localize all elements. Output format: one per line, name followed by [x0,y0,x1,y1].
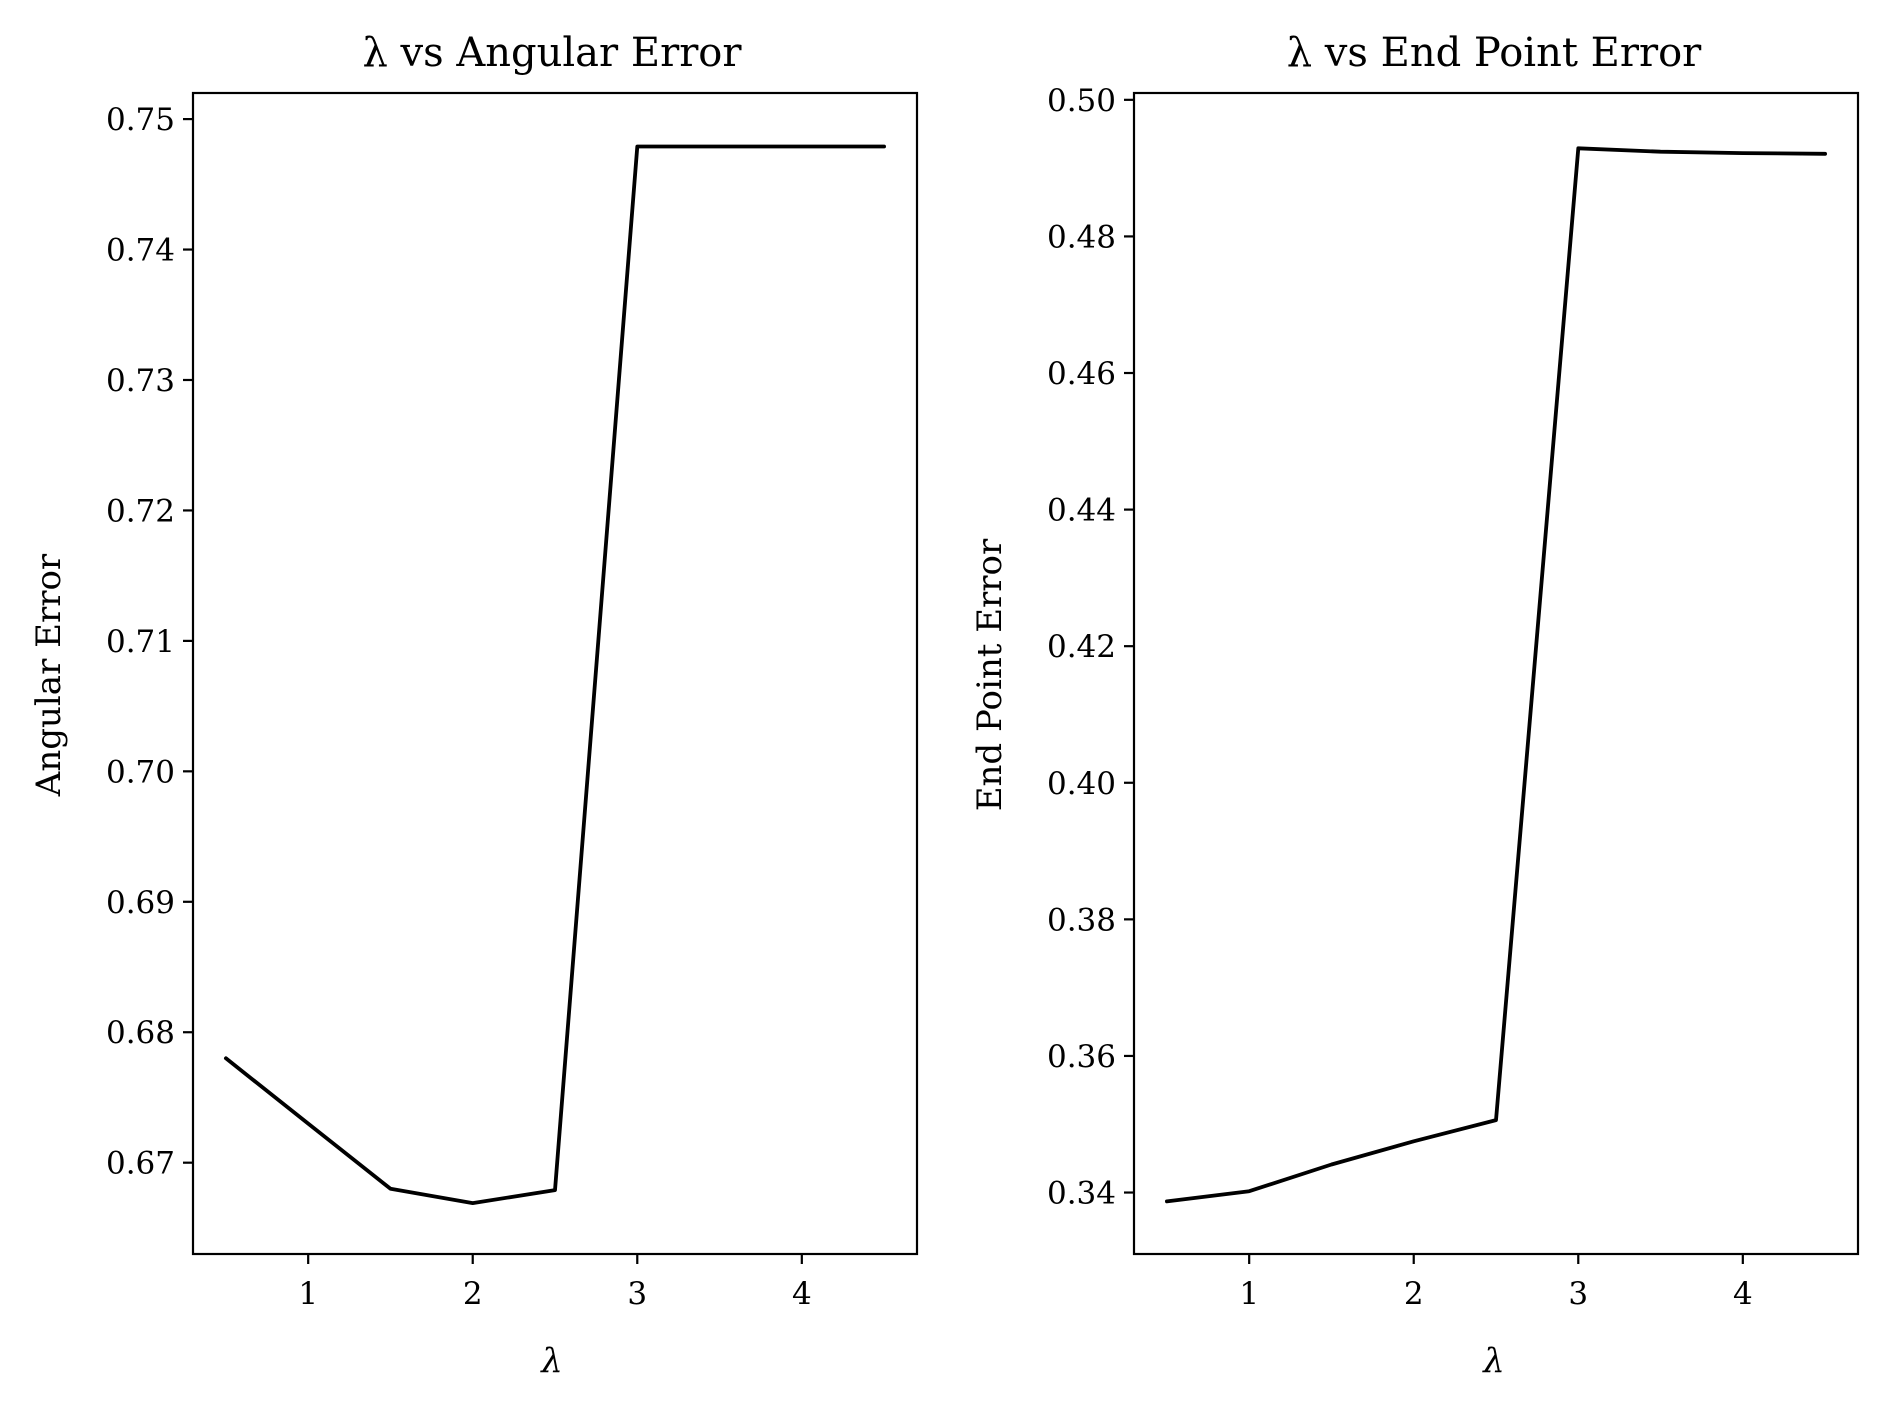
angular-error-x-tick-label: 4 [792,1276,812,1312]
angular-error-y-axis-label: Angular Error [29,553,69,797]
angular-error-plot-frame [191,91,919,1256]
angular-error-y-tick-label: 0.70 [106,754,175,790]
end-point-error-x-tick-label: 4 [1733,1276,1753,1312]
angular-error-y-tick-label: 0.75 [106,102,175,138]
end-point-error-x-tick-label: 1 [1239,1276,1259,1312]
end-point-error-y-tick-label: 0.40 [1047,766,1116,802]
end-point-error-x-tick-label: 3 [1568,1276,1588,1312]
end-point-error-y-axis-label: End Point Error [970,538,1010,811]
angular-error-y-tick-label: 0.72 [106,493,175,529]
end-point-error-y-tick-label: 0.48 [1047,219,1116,255]
end-point-error-title: λ vs End Point Error [1287,30,1702,76]
angular-error-panel: λ vs Angular Error λ Angular Error 1 2 3 4 0… [29,30,919,1381]
end-point-error-plot-frame [1132,91,1860,1256]
angular-error-x-tick-label: 3 [627,1276,647,1312]
angular-error-ticks: 1 2 3 4 0.67 0.68 0.69 0.70 0.71 0.72 0.73 0.74 0.75 [106,102,812,1312]
angular-error-x-tick-label: 2 [463,1276,483,1312]
angular-error-y-tick-label: 0.67 [106,1146,175,1182]
angular-error-y-tick-label: 0.74 [106,233,175,269]
end-point-error-y-tick-label: 0.44 [1047,493,1116,529]
end-point-error-y-tick-label: 0.34 [1047,1176,1116,1212]
angular-error-x-tick-label: 1 [298,1276,318,1312]
end-point-error-line [1165,146,1827,1204]
end-point-error-y-tick-label: 0.38 [1047,902,1116,938]
angular-error-line [224,144,886,1205]
end-point-error-y-tick-label: 0.42 [1047,629,1116,665]
end-point-error-panel: λ vs End Point Error λ End Point Error 1… [970,30,1860,1381]
end-point-error-y-tick-label: 0.36 [1047,1039,1116,1075]
angular-error-y-tick-label: 0.69 [106,885,175,921]
end-point-error-y-tick-label: 0.50 [1047,83,1116,119]
end-point-error-x-tick-label: 2 [1404,1276,1424,1312]
end-point-error-ticks: 1 2 3 4 0.34 0.36 0.38 0.40 0.42 0.44 0.46 0.48 0.50 [1047,83,1753,1312]
angular-error-title: λ vs Angular Error [362,30,742,76]
angular-error-y-tick-label: 0.73 [106,363,175,399]
end-point-error-y-tick-label: 0.46 [1047,356,1116,392]
end-point-error-x-axis-label: λ [1481,1341,1505,1381]
angular-error-x-axis-label: λ [539,1341,563,1381]
angular-error-y-tick-label: 0.68 [106,1015,175,1051]
angular-error-y-tick-label: 0.71 [106,624,175,660]
